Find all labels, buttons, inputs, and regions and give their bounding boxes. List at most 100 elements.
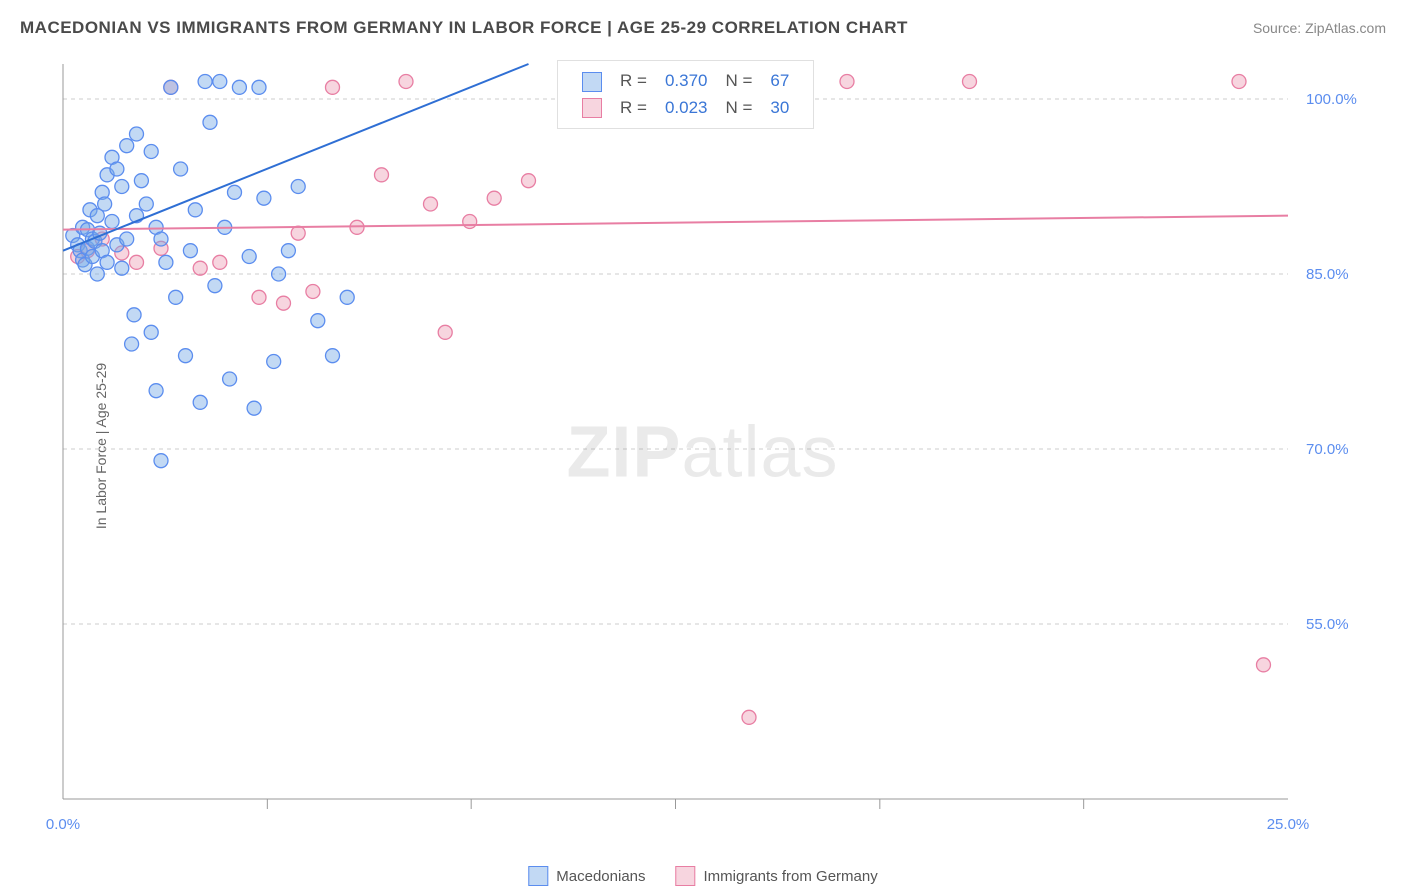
series-a-point [144, 325, 158, 339]
series-a-point [105, 215, 119, 229]
series-a-point [242, 250, 256, 264]
series-b-point [463, 215, 477, 229]
series-b-point [277, 296, 291, 310]
series-a-swatch [582, 72, 602, 92]
series-b-point [252, 290, 266, 304]
series-a-point [149, 384, 163, 398]
series-a-point [252, 80, 266, 94]
series-a-point [115, 261, 129, 275]
x-tick-label: 0.0% [46, 816, 80, 833]
series-a-point [198, 75, 212, 89]
series-a-point [257, 191, 271, 205]
series-b-point [1257, 658, 1271, 672]
n-label-b: N = [717, 96, 760, 121]
series-a-point [247, 401, 261, 415]
series-a-point [154, 454, 168, 468]
series-b-point [438, 325, 452, 339]
source-prefix: Source: [1253, 20, 1305, 36]
series-a-point [183, 244, 197, 258]
r-value-b: 0.023 [657, 96, 716, 121]
series-b-point [399, 75, 413, 89]
series-b-point [522, 174, 536, 188]
series-a-point [326, 349, 340, 363]
series-a-point [203, 115, 217, 129]
chart-header: MACEDONIAN VS IMMIGRANTS FROM GERMANY IN… [20, 18, 1386, 38]
chart-title: MACEDONIAN VS IMMIGRANTS FROM GERMANY IN… [20, 18, 908, 38]
legend-swatch-a [528, 866, 548, 886]
series-a-point [115, 180, 129, 194]
series-b-point [840, 75, 854, 89]
series-a-point [232, 80, 246, 94]
series-a-regression-line [63, 64, 529, 251]
series-b-point [963, 75, 977, 89]
series-a-point [281, 244, 295, 258]
y-tick-label: 100.0% [1306, 91, 1357, 108]
r-label-a: R = [612, 69, 655, 94]
legend-item-b: Immigrants from Germany [676, 866, 878, 886]
series-a-point [144, 145, 158, 159]
series-b-point [306, 285, 320, 299]
series-a-point [130, 127, 144, 141]
n-value-b: 30 [762, 96, 797, 121]
y-tick-label: 85.0% [1306, 266, 1349, 283]
series-b-point [326, 80, 340, 94]
legend-swatch-b [676, 866, 696, 886]
series-a-point [272, 267, 286, 281]
bottom-legend: Macedonians Immigrants from Germany [528, 866, 877, 886]
series-a-point [193, 395, 207, 409]
series-a-point [267, 355, 281, 369]
series-a-point [340, 290, 354, 304]
series-a-point [208, 279, 222, 293]
series-b-point [193, 261, 207, 275]
series-a-point [120, 139, 134, 153]
source-name: ZipAtlas.com [1305, 20, 1386, 36]
series-b-point [1232, 75, 1246, 89]
stats-legend-table: R = 0.370 N = 67 R = 0.023 N = 30 [572, 67, 799, 122]
series-b-point [487, 191, 501, 205]
r-value-a: 0.370 [657, 69, 716, 94]
legend-item-a: Macedonians [528, 866, 645, 886]
stats-legend: R = 0.370 N = 67 R = 0.023 N = 30 [557, 60, 814, 129]
series-b-point [742, 710, 756, 724]
series-a-point [164, 80, 178, 94]
x-tick-label: 25.0% [1267, 816, 1310, 833]
series-a-point [125, 337, 139, 351]
series-a-point [159, 255, 173, 269]
stats-row-b: R = 0.023 N = 30 [574, 96, 797, 121]
series-a-point [110, 162, 124, 176]
source-attribution: Source: ZipAtlas.com [1253, 20, 1386, 36]
series-a-point [134, 174, 148, 188]
scatter-plot: 55.0%70.0%85.0%100.0%0.0%25.0% ZIPatlas [55, 56, 1350, 816]
series-b-point [424, 197, 438, 211]
series-a-point [228, 185, 242, 199]
series-a-point [90, 267, 104, 281]
series-a-point [291, 180, 305, 194]
series-a-point [223, 372, 237, 386]
series-a-point [188, 203, 202, 217]
series-b-point [291, 226, 305, 240]
series-b-point [375, 168, 389, 182]
series-a-point [120, 232, 134, 246]
stats-row-a: R = 0.370 N = 67 [574, 69, 797, 94]
series-b-swatch [582, 98, 602, 118]
series-b-regression-line [63, 216, 1288, 230]
legend-label-a: Macedonians [556, 868, 645, 885]
series-a-point [139, 197, 153, 211]
series-a-point [154, 232, 168, 246]
chart-svg: 55.0%70.0%85.0%100.0%0.0%25.0% [55, 56, 1350, 816]
n-label-a: N = [717, 69, 760, 94]
n-value-a: 67 [762, 69, 797, 94]
legend-label-b: Immigrants from Germany [704, 868, 878, 885]
series-a-point [174, 162, 188, 176]
y-tick-label: 70.0% [1306, 441, 1349, 458]
r-label-b: R = [612, 96, 655, 121]
series-a-point [169, 290, 183, 304]
series-a-point [179, 349, 193, 363]
series-a-point [98, 197, 112, 211]
series-a-point [100, 255, 114, 269]
series-a-point [311, 314, 325, 328]
series-b-point [130, 255, 144, 269]
series-a-point [127, 308, 141, 322]
y-tick-label: 55.0% [1306, 616, 1349, 633]
series-b-point [213, 255, 227, 269]
